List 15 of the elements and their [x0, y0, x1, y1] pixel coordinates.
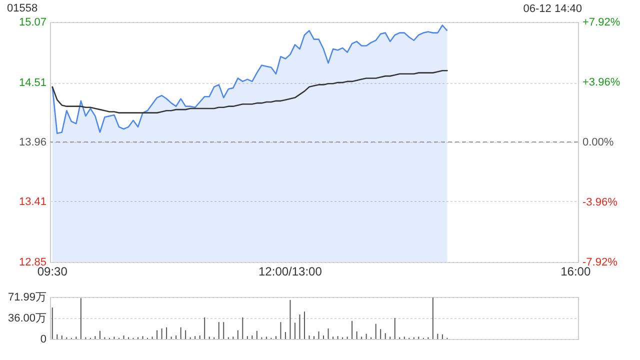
- y-tick-label: 71.99万: [8, 292, 46, 304]
- y-tick-label: 15.07: [18, 16, 46, 28]
- text: 06-12 14:40: [523, 3, 582, 15]
- y2-tick-label: 0.00%: [582, 136, 614, 148]
- y-tick-label: 36.00万: [8, 312, 46, 324]
- y2-tick-label: +7.92%: [582, 16, 620, 28]
- line-series: [52, 70, 448, 114]
- y-tick-label: 13.96: [18, 136, 46, 148]
- x-tick-label: 12:00/13:00: [258, 264, 322, 278]
- y2-tick-label: +3.96%: [582, 76, 620, 88]
- y-tick-label: 0: [40, 334, 46, 346]
- chart-title: 01558: [6, 2, 38, 14]
- y-tick-label: 14.51: [18, 77, 46, 90]
- y2-tick-label: -3.96%: [582, 196, 618, 208]
- y-tick-label: 13.41: [18, 196, 46, 208]
